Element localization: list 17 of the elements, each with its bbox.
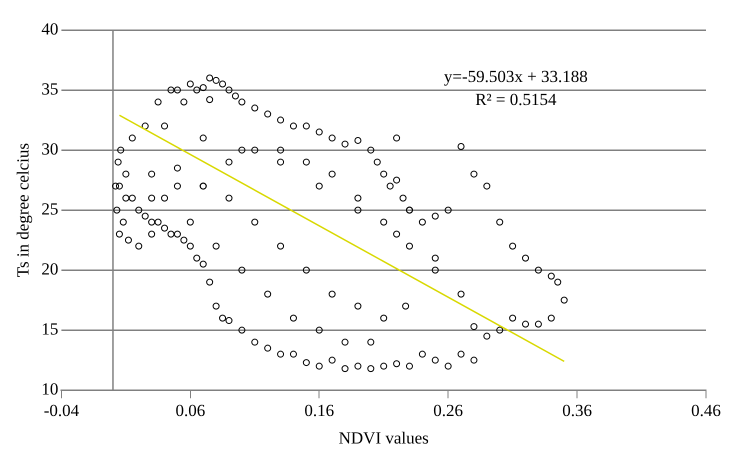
y-axis-title: Ts in degree celcius bbox=[14, 142, 33, 278]
y-tick-label: 10 bbox=[41, 380, 58, 399]
y-tick-label: 15 bbox=[41, 320, 58, 339]
annotation: R² = 0.5154 bbox=[475, 90, 557, 109]
y-tick-label: 40 bbox=[41, 19, 58, 38]
y-tick-label: 25 bbox=[41, 200, 58, 219]
y-tick-label: 20 bbox=[41, 260, 58, 279]
annotation: y=-59.503x + 33.188 bbox=[444, 67, 588, 86]
y-tick-label: 30 bbox=[41, 140, 58, 159]
x-tick-label: 0.26 bbox=[433, 400, 464, 420]
x-tick-label: 0.16 bbox=[304, 400, 334, 420]
x-tick-label: 0.06 bbox=[175, 400, 206, 420]
y-tick-label: 35 bbox=[41, 80, 58, 98]
x-axis-title: NDVI values bbox=[338, 428, 429, 448]
x-tick-label: 0.46 bbox=[691, 400, 721, 420]
x-tick-label: 0.36 bbox=[562, 400, 592, 420]
x-tick-label: -0.04 bbox=[44, 400, 80, 420]
